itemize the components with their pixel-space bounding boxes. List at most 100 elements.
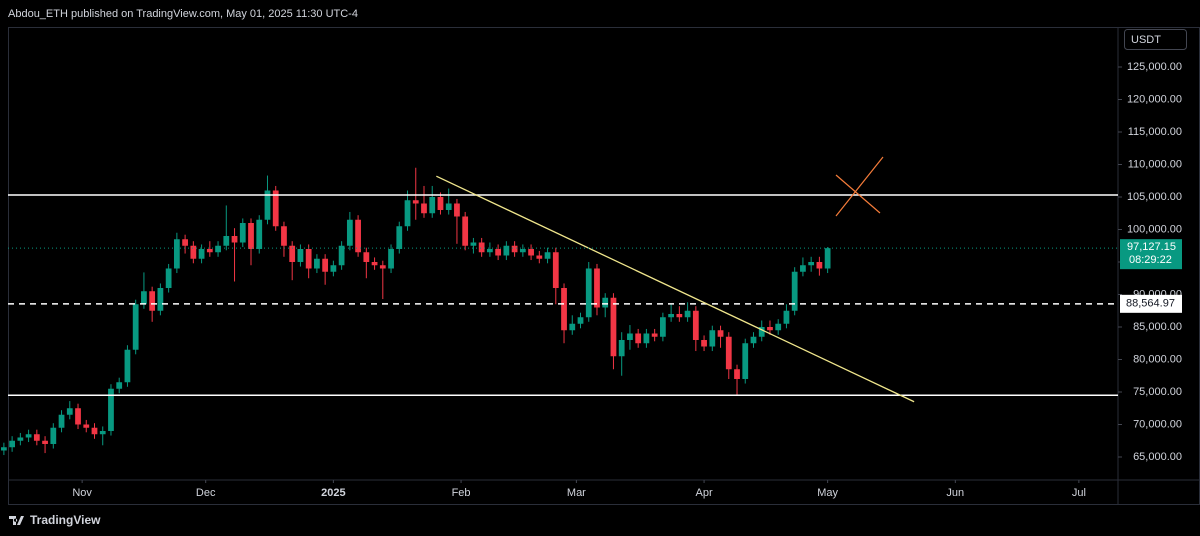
y-tick-label: 115,000.00 bbox=[1128, 126, 1182, 138]
candle-body bbox=[445, 203, 452, 210]
currency-label: USDT bbox=[1131, 34, 1161, 46]
candle-body bbox=[223, 235, 230, 246]
candle-body bbox=[338, 245, 345, 266]
candle-body bbox=[314, 258, 320, 269]
candle-body bbox=[800, 265, 806, 272]
candle-body bbox=[561, 287, 567, 331]
candle-body bbox=[725, 336, 732, 370]
candle-body bbox=[33, 434, 40, 441]
publisher-header: Abdou_ETH published on TradingView.com, … bbox=[8, 8, 358, 20]
candle-body bbox=[264, 190, 271, 220]
last-price-label: 97,127.15 bbox=[1127, 241, 1176, 253]
candle-body bbox=[692, 310, 699, 340]
candle-body bbox=[610, 297, 617, 357]
candle-body bbox=[132, 304, 139, 350]
candle-body bbox=[25, 434, 32, 438]
candle-body bbox=[816, 261, 823, 269]
candle-body bbox=[42, 440, 48, 444]
x-marker bbox=[835, 156, 884, 217]
candle-body bbox=[0, 447, 7, 451]
candle-body bbox=[412, 200, 419, 204]
candle-body bbox=[651, 333, 658, 337]
candle-body bbox=[519, 248, 526, 253]
candle-body bbox=[330, 265, 337, 272]
candle-body bbox=[388, 248, 394, 269]
candle-body bbox=[322, 258, 329, 272]
candle-body bbox=[141, 291, 147, 305]
candle-body bbox=[528, 248, 534, 256]
candle-body bbox=[231, 235, 238, 243]
candle-body bbox=[215, 245, 221, 253]
candle-body bbox=[676, 313, 683, 318]
candle-body bbox=[758, 326, 765, 337]
last-price-box bbox=[1120, 239, 1182, 270]
candle-body bbox=[75, 408, 81, 425]
candle-body bbox=[643, 333, 650, 344]
candle-body bbox=[577, 317, 584, 324]
x-tick-label: May bbox=[817, 487, 838, 499]
currency-box[interactable] bbox=[1124, 29, 1187, 50]
y-tick-label: 80,000.00 bbox=[1133, 353, 1182, 365]
level-label-box bbox=[1120, 294, 1182, 313]
countdown-label: 08:29:22 bbox=[1129, 254, 1172, 266]
candle-body bbox=[495, 248, 502, 256]
candle-body bbox=[734, 369, 740, 379]
candle-body bbox=[305, 248, 312, 269]
candle-body bbox=[58, 414, 65, 428]
candle-body bbox=[709, 330, 716, 347]
x-tick-label: Mar bbox=[567, 487, 586, 499]
x-tick-label: 2025 bbox=[321, 487, 345, 499]
y-tick-label: 110,000.00 bbox=[1128, 158, 1182, 170]
candle-body bbox=[248, 222, 254, 249]
x-tick-label: Apr bbox=[696, 487, 713, 499]
candle-body bbox=[190, 245, 197, 259]
candle-body bbox=[17, 437, 24, 441]
candle-body bbox=[421, 203, 427, 214]
candle-body bbox=[198, 248, 205, 259]
candle-body bbox=[346, 219, 353, 246]
candle-body bbox=[462, 216, 469, 246]
candle-body bbox=[775, 323, 782, 331]
candle-body bbox=[91, 427, 98, 435]
brand-icon bbox=[9, 516, 24, 525]
candle-body bbox=[239, 222, 246, 243]
level-label: 88,564.97 bbox=[1126, 298, 1175, 310]
y-tick-label: 85,000.00 bbox=[1133, 321, 1182, 333]
candle-body bbox=[618, 339, 625, 357]
candle-body bbox=[536, 255, 543, 259]
y-tick-label: 70,000.00 bbox=[1133, 418, 1182, 430]
candle-body bbox=[206, 248, 213, 253]
x-marker-stroke bbox=[835, 174, 881, 214]
x-tick-label: Jun bbox=[946, 487, 964, 499]
candle-body bbox=[379, 265, 386, 269]
plot-area: 65,000.00 70,000.00 75,000.00 80,000.00 85,0… bbox=[0, 61, 1182, 499]
candle-body bbox=[256, 219, 263, 249]
candle-body bbox=[157, 287, 164, 311]
candle-body bbox=[396, 226, 403, 249]
candle-body bbox=[585, 268, 592, 318]
x-tick-label: Jul bbox=[1072, 487, 1086, 499]
y-tick-label: 105,000.00 bbox=[1127, 191, 1182, 203]
x-tick-label: Dec bbox=[196, 487, 216, 499]
candle-body bbox=[511, 245, 518, 253]
candle-body bbox=[659, 317, 666, 337]
candle-body bbox=[717, 330, 724, 337]
y-tick-label: 65,000.00 bbox=[1133, 451, 1182, 463]
candle-body bbox=[355, 219, 361, 253]
candle-body bbox=[487, 248, 493, 253]
candle-body bbox=[182, 239, 188, 246]
trendline bbox=[436, 175, 915, 403]
candle-body bbox=[635, 333, 642, 344]
candle-body bbox=[281, 226, 287, 246]
candle-body bbox=[824, 248, 831, 269]
x-marker-stroke bbox=[835, 156, 884, 217]
candle-body bbox=[783, 310, 790, 324]
candle-body bbox=[99, 430, 106, 435]
candle-body bbox=[429, 196, 436, 214]
candle-body bbox=[297, 248, 304, 262]
candle-body bbox=[66, 408, 73, 415]
candle-body bbox=[701, 339, 707, 347]
brand-logo bbox=[9, 516, 24, 525]
candle-body bbox=[116, 382, 123, 389]
